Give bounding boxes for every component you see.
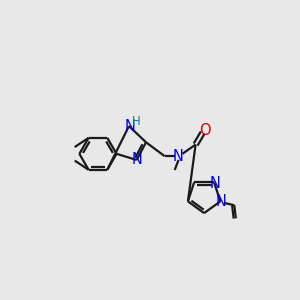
Text: N: N — [173, 148, 184, 164]
Text: O: O — [199, 123, 211, 138]
Text: N: N — [132, 152, 143, 167]
Text: N: N — [216, 194, 226, 209]
Text: H: H — [132, 115, 140, 128]
Text: N: N — [209, 176, 220, 191]
Text: N: N — [124, 119, 135, 134]
